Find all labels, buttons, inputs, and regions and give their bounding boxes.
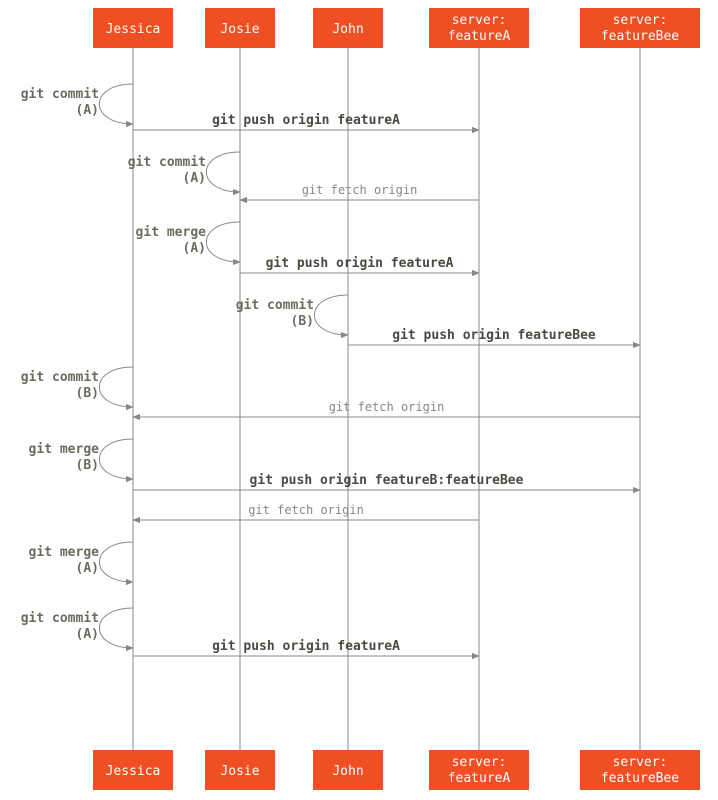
self-message-label: (A) [76,627,99,642]
self-message-loop [99,439,133,479]
actor-label: featureBee [601,29,679,44]
self-message-label: git commit [21,370,99,385]
actor-label: Josie [220,22,259,37]
self-message-label: (B) [291,314,314,329]
actor-label: server: [452,755,507,770]
actor-label: Jessica [106,22,161,37]
actor-label: featureBee [601,771,679,786]
self-message-loop [206,152,240,192]
actor-label: Jessica [106,764,161,779]
message-label: git fetch origin [329,400,445,414]
actor-label: featureA [448,29,511,44]
message-label: git push origin featureA [212,639,400,654]
sequence-diagram: git commit(A)git push origin featureAgit… [0,0,718,800]
actor-label: server: [613,13,668,28]
actor-label: featureA [448,771,511,786]
self-message-loop [206,222,240,262]
message-label: git fetch origin [248,503,364,517]
self-message-label: git merge [136,225,207,240]
actors-bottom: JessicaJosieJohnserver:featureAserver:fe… [93,750,700,790]
self-message-loop [314,295,348,335]
events: git commit(A)git push origin featureAgit… [21,84,640,656]
self-message-label: git commit [236,298,314,313]
self-message-label: (B) [76,386,99,401]
message-label: git fetch origin [302,183,418,197]
self-message-loop [99,542,133,582]
self-message-label: git commit [21,611,99,626]
self-message-loop [99,608,133,648]
message-label: git push origin featureBee [392,328,596,343]
message-label: git push origin featureA [212,113,400,128]
self-message-label: (A) [183,171,206,186]
message-label: git push origin featureB:featureBee [250,473,524,488]
actor-label: John [332,22,363,37]
self-message-loop [99,367,133,407]
actor-label: John [332,764,363,779]
self-message-label: git merge [29,545,100,560]
actor-label: server: [613,755,668,770]
self-message-label: git commit [128,155,206,170]
actors-top: JessicaJosieJohnserver:featureAserver:fe… [93,8,700,48]
self-message-label: git merge [29,442,100,457]
self-message-label: (A) [76,561,99,576]
self-message-label: (A) [183,241,206,256]
message-label: git push origin featureA [266,256,454,271]
self-message-label: (A) [76,103,99,118]
actor-label: Josie [220,764,259,779]
self-message-loop [99,84,133,124]
actor-label: server: [452,13,507,28]
self-message-label: (B) [76,458,99,473]
self-message-label: git commit [21,87,99,102]
